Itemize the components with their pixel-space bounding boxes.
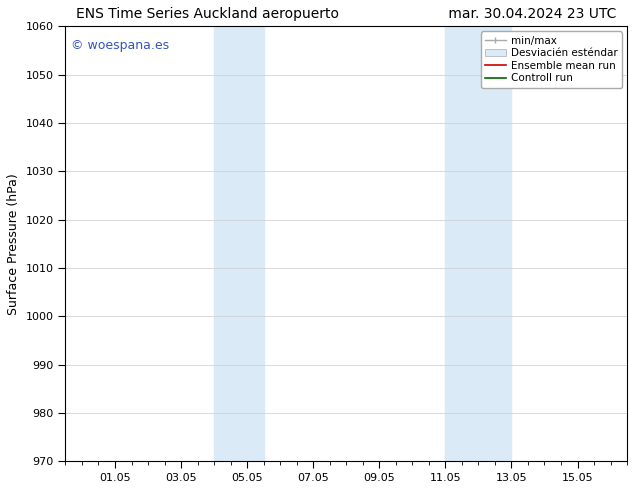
Title: ENS Time Series Auckland aeropuerto                         mar. 30.04.2024 23 U: ENS Time Series Auckland aeropuerto mar.… [76,7,616,21]
Bar [214,26,264,461]
Y-axis label: Surface Pressure (hPa): Surface Pressure (hPa) [7,173,20,315]
Text: © woespana.es: © woespana.es [71,39,169,52]
Bar [445,26,512,461]
Legend: min/max, Desviacién esténdar, Ensemble mean run, Controll run: min/max, Desviacién esténdar, Ensemble m… [481,31,622,88]
